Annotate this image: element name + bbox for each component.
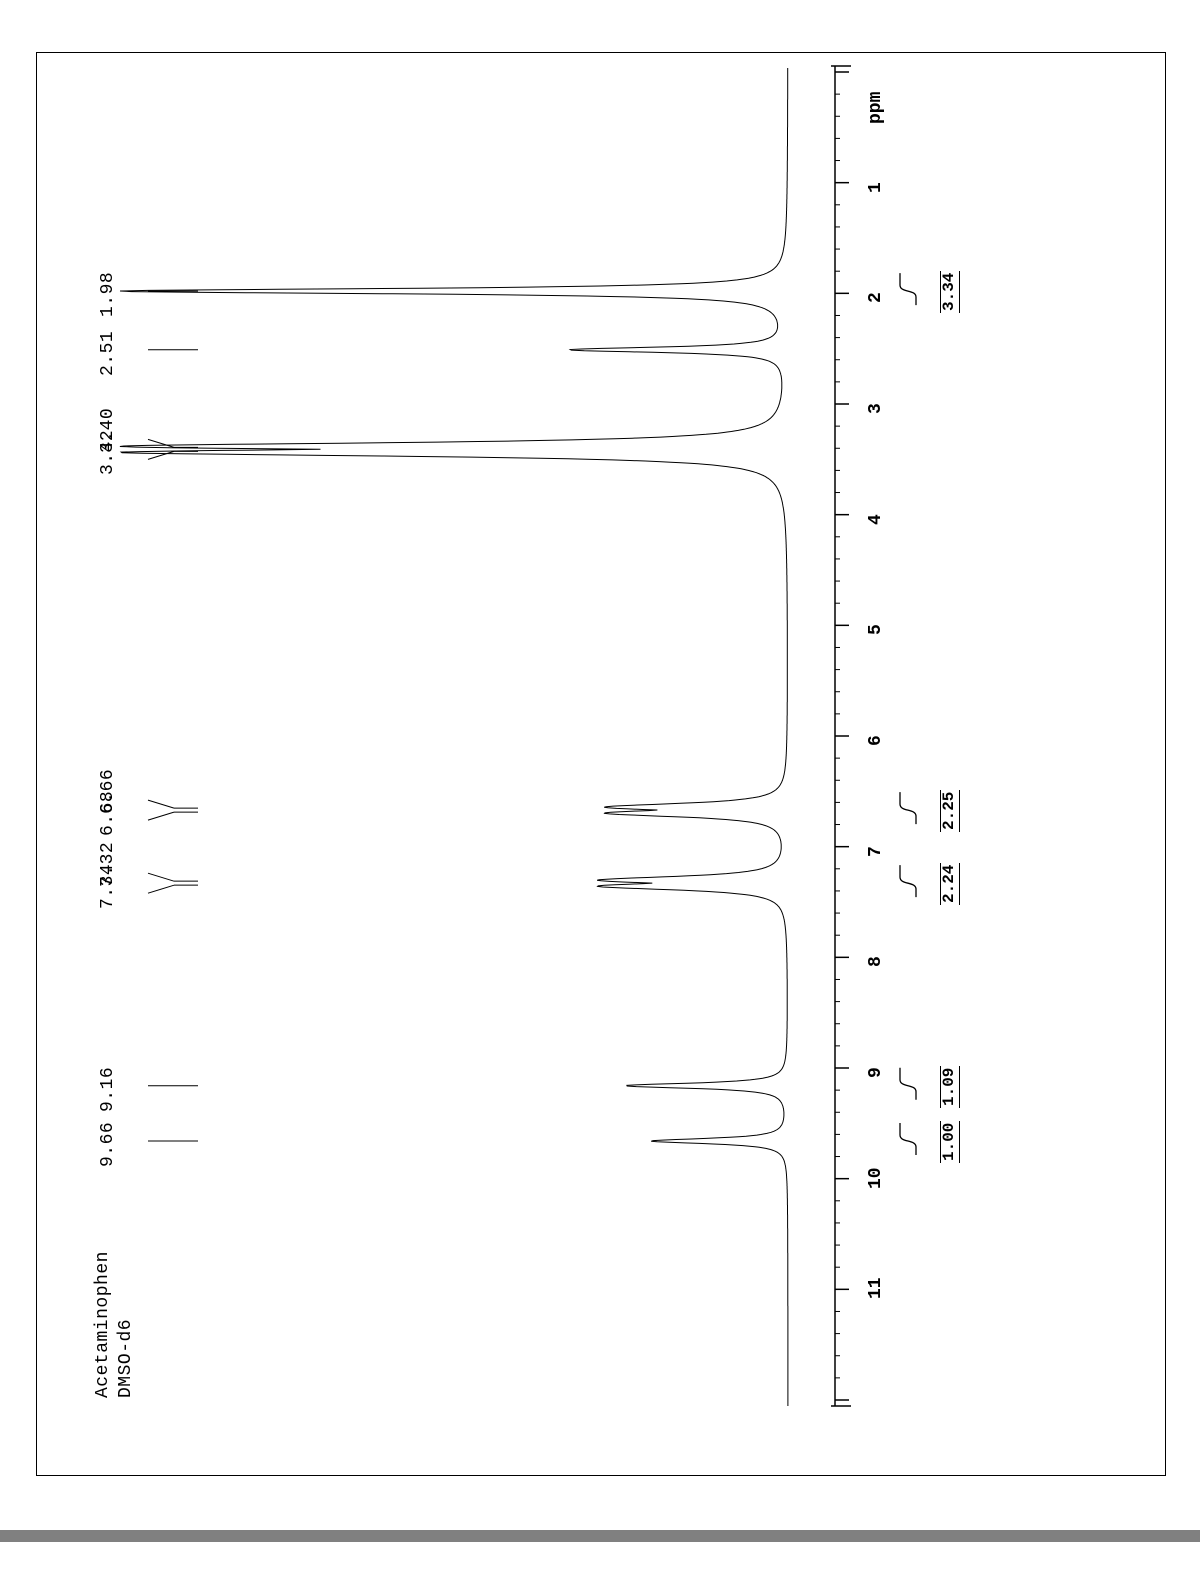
peak-label: 6.68 [98,791,118,836]
axis-tick-label: 1 [866,182,886,193]
spectrum-title: Acetaminophen DMSO-d6 [92,1251,137,1398]
integral-label: 2.25 [940,790,960,832]
integral-label: 1.09 [940,1065,960,1107]
footer-bar [0,1530,1200,1542]
axis-tick-label: 11 [866,1278,886,1300]
peak-label: 1.98 [98,272,118,317]
integral-label: 3.34 [940,271,960,313]
page-root: Acetaminophen DMSO-d6 1.982.513.403.426.… [0,0,1200,1581]
axis-tick-label: 7 [866,846,886,857]
axis-tick-label: 9 [866,1067,886,1078]
integral-label: 1.00 [940,1121,960,1163]
integral-label: 2.24 [940,863,960,905]
axis-tick-label: 10 [866,1167,886,1189]
peak-label: 2.51 [98,331,118,376]
peak-label: 9.66 [98,1122,118,1167]
axis-tick-label: 4 [866,514,886,525]
axis-tick-label: 3 [866,403,886,414]
peak-label: 7.34 [98,864,118,909]
nmr-spectrum [0,0,1200,1581]
peak-label: 3.42 [98,430,118,475]
peak-label: 9.16 [98,1066,118,1111]
axis-tick-label: 5 [866,625,886,636]
axis-tick-label: 6 [866,735,886,746]
axis-tick-label: 2 [866,293,886,304]
axis-unit-label: ppm [866,91,886,123]
axis-tick-label: 8 [866,957,886,968]
